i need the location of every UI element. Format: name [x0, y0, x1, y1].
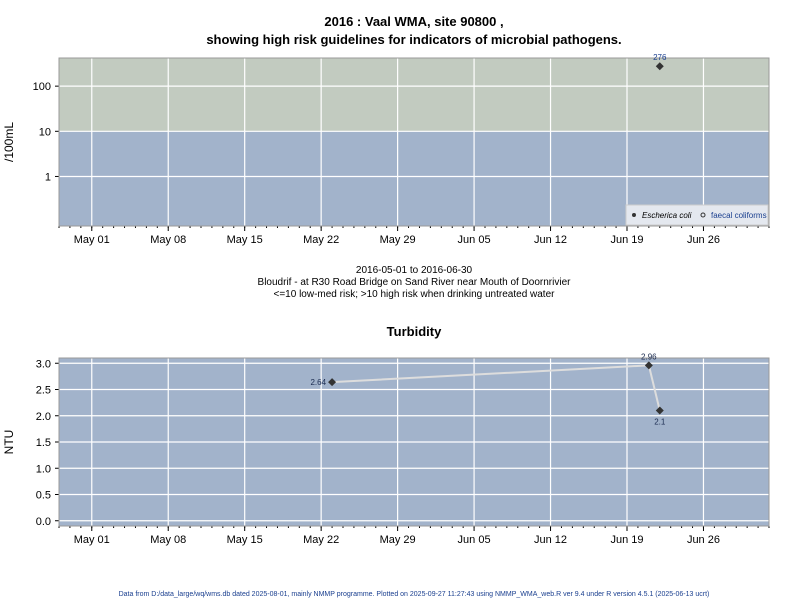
- legend-box: [625, 204, 769, 226]
- x-tick-label: Jun 19: [610, 234, 643, 246]
- y-tick-label: 100: [33, 81, 51, 93]
- data-label: 2.96: [641, 352, 657, 361]
- x-tick-label: Jun 05: [458, 234, 491, 246]
- data-point: [328, 378, 337, 387]
- data-point: [655, 406, 664, 415]
- data-point: [644, 361, 653, 370]
- x-tick-label: May 08: [150, 234, 186, 246]
- x-tick-label: May 22: [303, 234, 339, 246]
- data-label: 2.1: [654, 418, 666, 427]
- chart1-title-line2: showing high risk guidelines for indicat…: [206, 32, 621, 47]
- legend-label-faecal: faecal coliforms: [711, 211, 767, 220]
- chart2-ylabel: NTU: [2, 430, 16, 455]
- x-tick-label: Jun 05: [458, 534, 491, 546]
- footer-note: Data from D:/data_large/wq/wms.db dated …: [119, 591, 710, 598]
- plot-frame: [58, 357, 770, 527]
- y-tick-label: 2.0: [36, 411, 51, 423]
- chart1-title-line1: 2016 : Vaal WMA, site 90800 ,: [324, 14, 503, 29]
- data-point: [655, 62, 664, 71]
- y-tick-label: 1: [45, 171, 51, 183]
- chart1-subtitle-2: Bloudrif - at R30 Road Bridge on Sand Ri…: [258, 277, 572, 288]
- y-tick-label: 0.0: [36, 516, 51, 528]
- y-tick-label: 0.5: [36, 490, 51, 502]
- y-tick-label: 3.0: [36, 358, 51, 370]
- chart1-subtitle-1: 2016-05-01 to 2016-06-30: [356, 265, 473, 276]
- x-tick-label: Jun 26: [687, 534, 720, 546]
- x-tick-label: Jun 12: [534, 234, 567, 246]
- chart2-plot: 0.0 0.5 1.0 1.5 2.0 2.5 3.0 May 01 May 08 May 15 M…: [36, 352, 770, 546]
- x-tick-label: Jun 19: [610, 534, 643, 546]
- x-tick-label: May 01: [74, 234, 110, 246]
- x-tick-label: May 15: [227, 534, 263, 546]
- y-tick-label: 1.0: [36, 463, 51, 475]
- chart1-ylabel: /100mL: [2, 122, 16, 162]
- x-tick-label: Jun 12: [534, 534, 567, 546]
- data-label: 276: [653, 53, 667, 62]
- legend-marker-ecoli: [632, 213, 636, 217]
- data-label: 2.64: [310, 378, 326, 387]
- x-tick-label: May 08: [150, 534, 186, 546]
- legend-label-ecoli: Escherica coli: [642, 211, 692, 220]
- chart1-plot: 1 10 100 May 01 May 08 May 15 May 22 May 29 Jun …: [33, 53, 770, 246]
- chart1-subtitle-3: <=10 low-med risk; >10 high risk when dr…: [274, 289, 556, 300]
- plot-frame: [58, 57, 770, 227]
- y-tick-label: 1.5: [36, 437, 51, 449]
- legend-marker-faecal: [700, 212, 706, 218]
- high-risk-zone: [59, 58, 769, 132]
- x-tick-label: Jun 26: [687, 234, 720, 246]
- y-tick-label: 2.5: [36, 385, 51, 397]
- x-tick-label: May 15: [227, 234, 263, 246]
- legend: Escherica coli faecal coliforms: [625, 204, 769, 226]
- x-tick-label: May 22: [303, 534, 339, 546]
- chart2-title: Turbidity: [387, 324, 442, 339]
- x-tick-label: May 01: [74, 534, 110, 546]
- x-tick-label: May 29: [380, 234, 416, 246]
- x-tick-label: May 29: [380, 534, 416, 546]
- y-tick-label: 10: [39, 126, 51, 138]
